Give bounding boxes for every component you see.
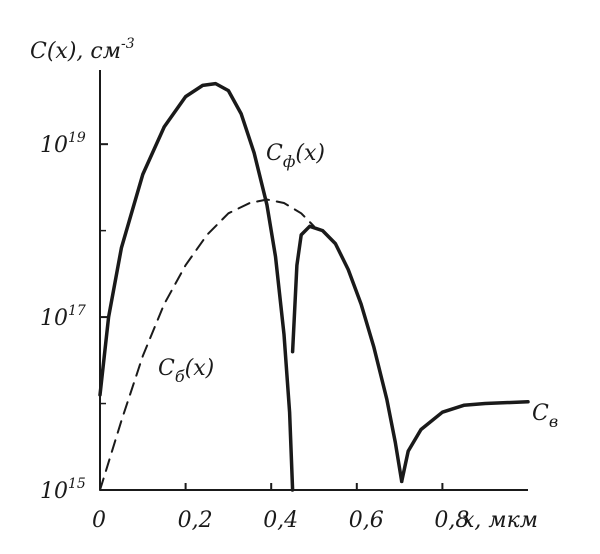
x-tick-label: 0,2 [178, 508, 213, 533]
y-tick-label: 1017 [40, 303, 86, 331]
x-tick-label: 0 [92, 508, 106, 533]
series-labels: Cф(x) Cб(x) Cв [158, 141, 558, 431]
series-label: Cб(x) [158, 356, 214, 386]
curve-cf-segment-1 [290, 224, 404, 484]
x-axis-title: x, мкм [462, 508, 538, 533]
y-tick-label: 1015 [40, 476, 86, 504]
x-tick-label: 0,4 [263, 508, 298, 533]
x-ticks: 0 0,2 0,4 0,6 0,8 [92, 483, 469, 533]
curve-cf-segment-2 [399, 400, 530, 484]
series-group [98, 81, 530, 492]
x-tick-label: 0,6 [349, 508, 384, 533]
y-axis-title: C(x), см-3 [30, 36, 135, 64]
curve-cb-segment-0 [99, 198, 315, 491]
curve-cf-segment-0 [98, 81, 295, 492]
annotation-label: Cв [532, 401, 558, 431]
y-tick-label: 1019 [40, 130, 86, 158]
y-ticks: 1015 1017 1019 [40, 130, 108, 504]
x-tick-label: 0,8 [434, 508, 469, 533]
series-label: Cф(x) [266, 141, 325, 171]
